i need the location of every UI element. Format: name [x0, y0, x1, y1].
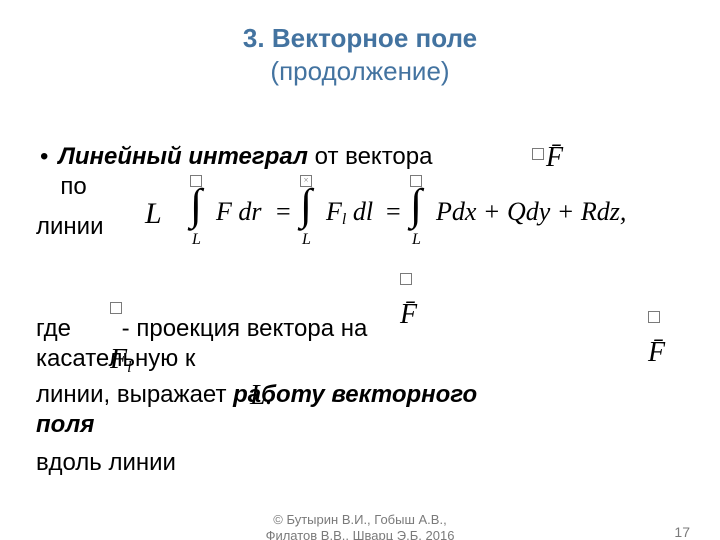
text-expresses: линии, выражает	[36, 381, 233, 408]
text-along-line: вдоль линии	[36, 448, 684, 478]
page-number: 17	[674, 524, 690, 540]
credits-line-1: © Бутырин В.И., Гобыш А.В.,	[0, 512, 720, 528]
title-line-1: 3. Векторное поле	[0, 22, 720, 55]
bullet-dot: •	[36, 142, 48, 202]
text-linii: линии	[36, 212, 684, 242]
text-gde: где	[36, 315, 71, 342]
text-projection: - проекция вектора на	[115, 315, 367, 342]
footer-credits: © Бутырин В.И., Гобыш А.В., Филатов В.В.…	[0, 512, 720, 540]
title-line-2: (продолжение)	[0, 55, 720, 88]
text-work-1: работу векторного	[233, 381, 477, 408]
text-line-integral: Линейный интеграл	[58, 143, 308, 170]
text-po: по	[58, 172, 432, 202]
bullet-line: • Линейный интеграл от вектора по	[36, 142, 684, 202]
slide-title: 3. Векторное поле (продолжение)	[0, 22, 720, 87]
text-work-2: поля	[36, 411, 94, 438]
text-kasat: касательную к	[36, 344, 684, 374]
text-from-vector: от вектора	[308, 143, 433, 170]
slide-body: • Линейный интеграл от вектора по линии …	[36, 142, 684, 478]
credits-line-2: Филатов В.В., Шварц Э.Б. 2016	[0, 528, 720, 540]
